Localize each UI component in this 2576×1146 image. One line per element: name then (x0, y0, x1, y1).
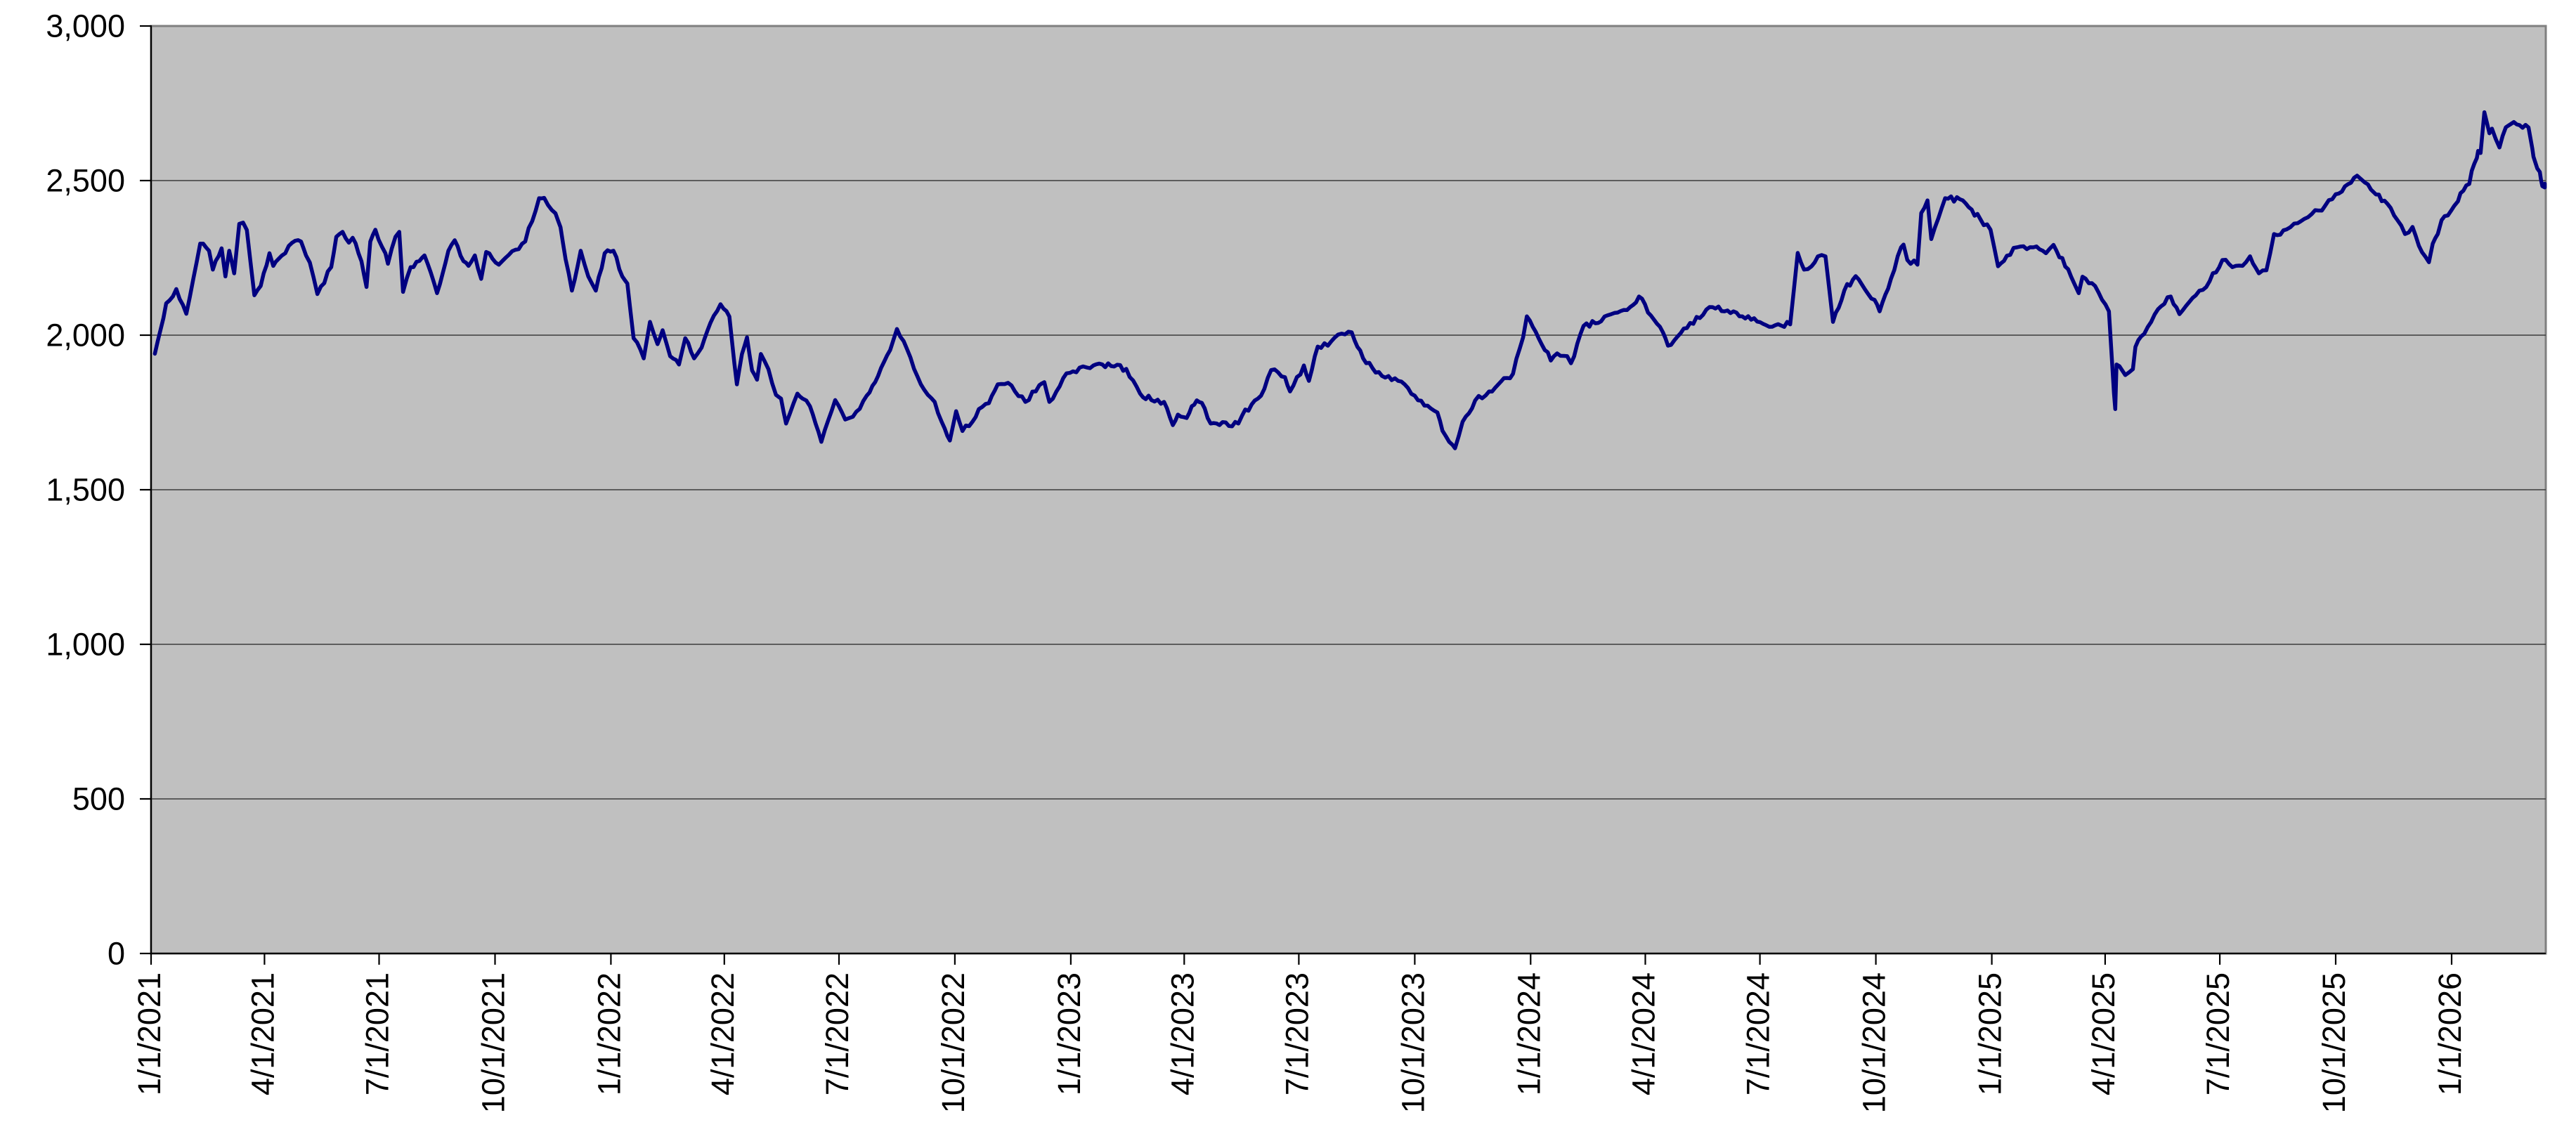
x-axis-labels: 1/1/2021 4/1/2021 7/1/2021 10/1/2021 1/1/202… (131, 972, 2468, 1113)
y-axis-tick-label: 2,000 (46, 318, 125, 353)
y-axis-tick-label: 1,000 (46, 627, 125, 663)
y-axis-labels: 0 500 1,000 1,500 2,000 2,500 3,000 (46, 8, 125, 972)
x-axis-tick-label: 10/1/2023 (1395, 972, 1431, 1113)
y-axis-tick-label: 1,500 (46, 472, 125, 508)
x-axis-tick-label: 1/1/2025 (1972, 972, 2008, 1095)
axes (140, 25, 2546, 965)
x-axis-tick-label: 4/1/2024 (1626, 972, 1662, 1095)
x-axis-tick-label: 1/1/2024 (1511, 972, 1547, 1095)
x-axis-tick-label: 4/1/2022 (705, 972, 741, 1095)
x-axis-tick-label: 4/1/2021 (245, 972, 280, 1095)
x-axis-tick-label: 10/1/2021 (476, 972, 512, 1113)
price-line (152, 110, 2547, 450)
x-axis-tick-label: 10/1/2025 (2316, 972, 2352, 1113)
x-axis-tick-label: 4/1/2025 (2086, 972, 2121, 1095)
x-axis-tick-label: 1/1/2026 (2432, 972, 2468, 1095)
x-axis-tick-label: 1/1/2023 (1051, 972, 1087, 1095)
x-axis-tick-label: 7/1/2024 (1741, 972, 1776, 1095)
x-axis-tick-label: 4/1/2023 (1164, 972, 1200, 1095)
x-axis-tick-label: 7/1/2022 (819, 972, 855, 1095)
x-axis-tick-label: 10/1/2024 (1856, 972, 1892, 1113)
x-axis-tick-label: 1/1/2022 (591, 972, 627, 1095)
x-axis-tick-label: 10/1/2022 (935, 972, 971, 1113)
price-line-series (152, 110, 2547, 450)
y-axis-tick-label: 2,500 (46, 163, 125, 199)
gridlines (151, 180, 2546, 800)
x-axis-tick-label: 7/1/2021 (360, 972, 396, 1095)
x-axis-tick-label: 7/1/2023 (1279, 972, 1315, 1095)
y-axis-tick-label: 500 (72, 781, 125, 817)
x-axis-tick-label: 7/1/2025 (2200, 972, 2236, 1095)
x-axis-tick-label: 1/1/2021 (131, 972, 167, 1095)
y-axis-tick-label: 0 (108, 936, 125, 972)
y-axis-tick-label: 3,000 (46, 8, 125, 44)
